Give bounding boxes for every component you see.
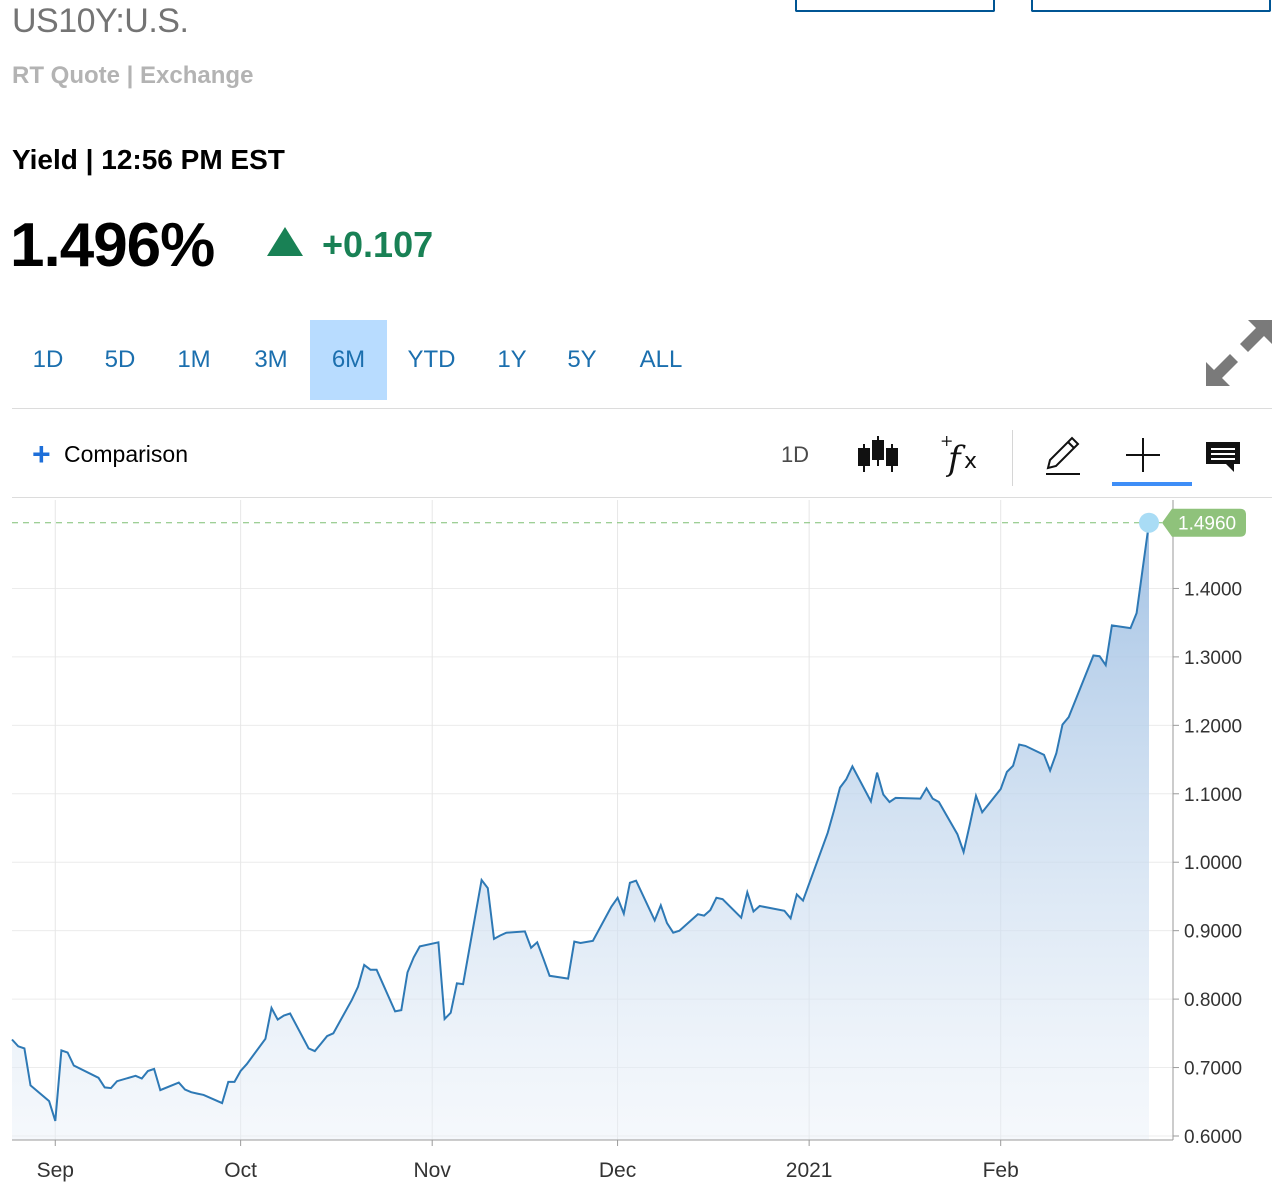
series-line — [11, 522, 1150, 1122]
y-tick-label: 0.7000 — [1184, 1059, 1242, 1080]
x-tick-label: Dec — [599, 1159, 636, 1182]
pencil-icon[interactable] — [1040, 432, 1086, 478]
plus-icon: + — [32, 436, 51, 472]
y-tick-label: 0.8000 — [1184, 990, 1242, 1011]
range-tab-1y[interactable]: 1Y — [497, 346, 527, 373]
y-tick-label: 0.6000 — [1184, 1127, 1242, 1148]
active-tool-indicator — [1112, 482, 1192, 486]
y-tick-label: 1.0000 — [1184, 853, 1242, 874]
separator-chart — [12, 497, 1272, 498]
last-price: 1.496% — [10, 211, 215, 280]
symbol-title: US10Y:U.S. — [12, 2, 189, 40]
toolbar-divider — [1012, 430, 1013, 486]
x-tick-label: 2021 — [786, 1159, 833, 1182]
comment-icon[interactable] — [1200, 432, 1246, 478]
last-value-badge — [1162, 508, 1246, 537]
range-tab-ytd[interactable]: YTD — [407, 346, 456, 373]
price-change: +0.107 — [322, 224, 434, 265]
yield-timestamp: Yield | 12:56 PM EST — [12, 144, 285, 175]
candlestick-icon[interactable] — [854, 432, 902, 478]
separator-top — [12, 408, 1272, 409]
last-value-label: 1.4960 — [1178, 514, 1236, 535]
quote-source: RT Quote | Exchange — [12, 62, 254, 89]
y-tick-label: 1.1000 — [1184, 785, 1242, 806]
interval-selector[interactable]: 1D — [780, 442, 810, 467]
top-button-right[interactable] — [1031, 0, 1271, 12]
svg-text:+: + — [940, 432, 953, 450]
series-area — [12, 522, 1149, 1140]
range-tabs: 1D 5D 1M 3M 6M YTD 1Y 5Y ALL — [12, 320, 706, 400]
y-tick-label: 1.2000 — [1184, 716, 1242, 737]
crosshair-icon[interactable] — [1120, 432, 1166, 478]
y-tick-label: 1.3000 — [1184, 648, 1242, 669]
x-tick-label: Sep — [37, 1159, 74, 1182]
x-tick-label: Feb — [983, 1159, 1019, 1182]
y-tick-label: 1.4000 — [1184, 579, 1242, 600]
up-arrow-icon — [267, 227, 303, 256]
range-tab-1m[interactable]: 1M — [177, 346, 211, 373]
comparison-label: Comparison — [64, 440, 188, 467]
expand-icon[interactable] — [1204, 318, 1274, 388]
range-tab-5y[interactable]: 5Y — [567, 346, 597, 373]
range-tab-all[interactable]: ALL — [639, 346, 683, 373]
last-point-marker — [1139, 512, 1159, 533]
x-tick-label: Oct — [224, 1159, 257, 1182]
function-icon[interactable]: + f x — [936, 432, 986, 478]
range-tab-5d[interactable]: 5D — [104, 346, 136, 373]
x-tick-label: Nov — [414, 1159, 452, 1182]
comparison-button[interactable]: + Comparison — [32, 438, 188, 470]
top-button-left[interactable] — [795, 0, 995, 12]
y-tick-label: 0.9000 — [1184, 922, 1242, 943]
svg-text:x: x — [964, 449, 977, 474]
range-tab-6m[interactable]: 6M — [310, 320, 387, 400]
range-tab-1d[interactable]: 1D — [32, 346, 64, 373]
range-tab-3m[interactable]: 3M — [254, 346, 288, 373]
